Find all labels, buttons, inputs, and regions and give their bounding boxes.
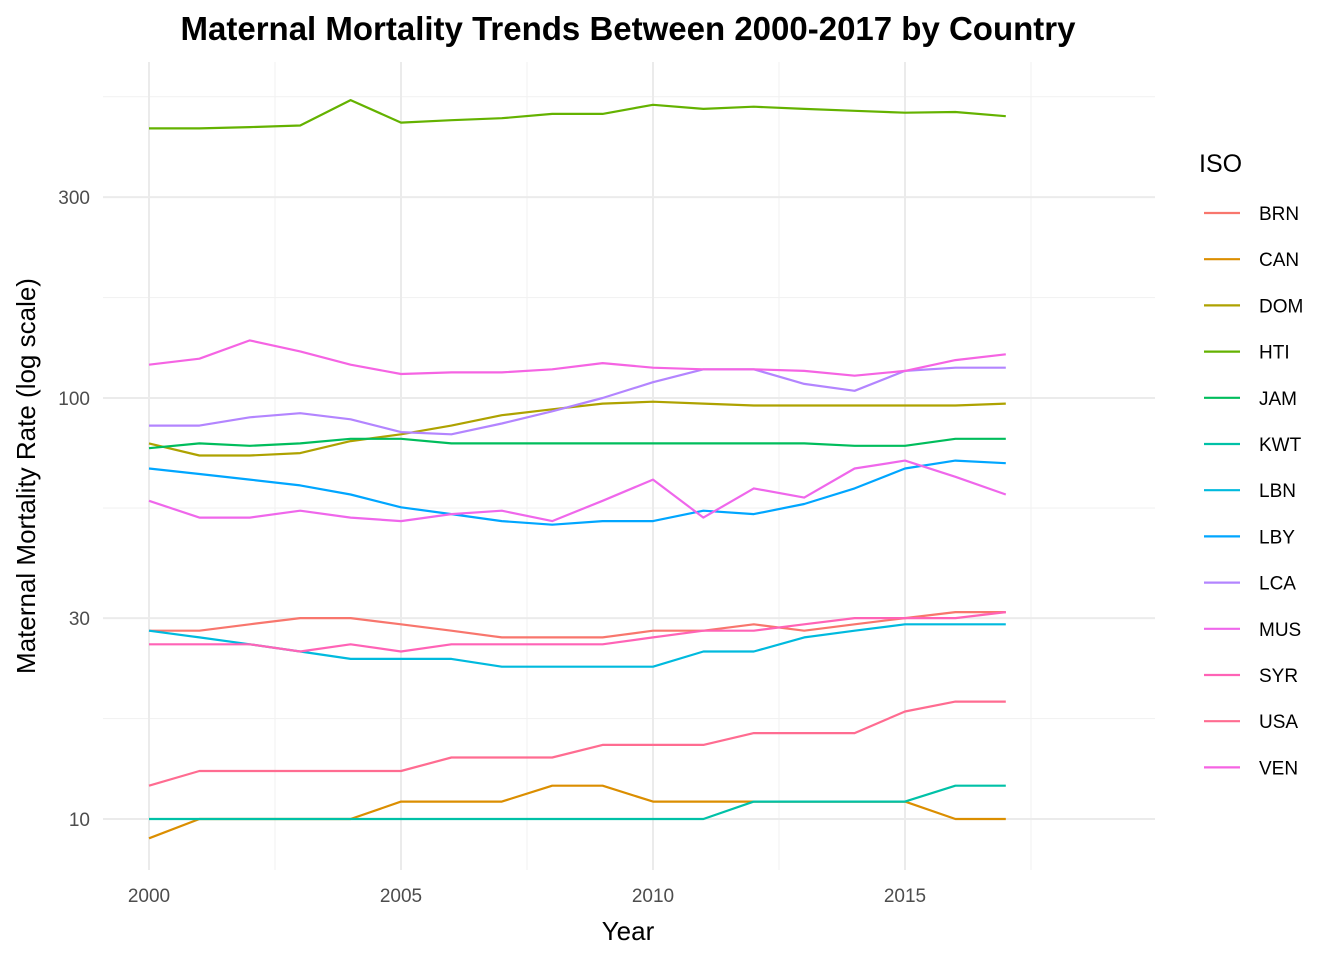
legend-label-lca: LCA [1259,574,1296,595]
legend-label-ven: VEN [1259,758,1298,779]
y-tick-label: 30 [69,609,90,630]
legend-label-brn: BRN [1259,204,1299,225]
legend-label-hti: HTI [1259,343,1290,364]
x-axis-title: Year [602,916,655,946]
grid [103,62,1155,870]
legend-label-lbn: LBN [1259,481,1296,502]
series-line-dom [148,400,1006,457]
legend-label-dom: DOM [1259,296,1303,317]
x-tick-label: 2015 [884,886,926,907]
x-tick-label: 2010 [632,886,674,907]
y-tick-label: 300 [58,188,90,209]
series-line-hti [149,98,1006,130]
legend-items: BRN CAN DOM HTI JAM KWT LBN LBY LCA MUS SYR USA VEN [1204,204,1303,779]
x-tick-label: 2005 [380,886,422,907]
series-line-syr [149,611,1006,653]
series-line-usa [148,700,1006,787]
legend-label-kwt: KWT [1259,435,1302,456]
legend-title: ISO [1199,150,1242,178]
series-line-lbn [148,623,1006,668]
legend-label-lby: LBY [1259,527,1295,548]
y-tick-label: 10 [69,810,90,831]
series-lines [148,98,1007,840]
series-line-brn [149,610,1006,639]
legend-label-mus: MUS [1259,620,1301,641]
series-line-lby [148,459,1006,526]
legend-label-jam: JAM [1259,389,1297,410]
axis-ticks: 2000 2005 2010 2015 10 30 100 300 [58,188,926,907]
legend: ISO BRN CAN DOM HTI JAM KWT LBN LBY LCA MUS SYR USA… [1199,150,1303,779]
legend-label-syr: SYR [1259,666,1298,687]
series-line-can [148,784,1006,840]
y-axis-title: Maternal Mortality Rate (log scale) [11,278,41,674]
series-line-mus [148,459,1007,523]
chart-title: Maternal Mortality Trends Between 2000-2… [181,10,1077,47]
legend-label-usa: USA [1259,712,1298,733]
series-line-kwt [149,784,1006,821]
x-tick-label: 2000 [128,886,170,907]
series-line-ven [148,339,1006,377]
series-line-lca [149,366,1006,436]
legend-label-can: CAN [1259,250,1299,271]
y-tick-label: 100 [58,389,90,410]
series-line-jam [148,437,1006,450]
